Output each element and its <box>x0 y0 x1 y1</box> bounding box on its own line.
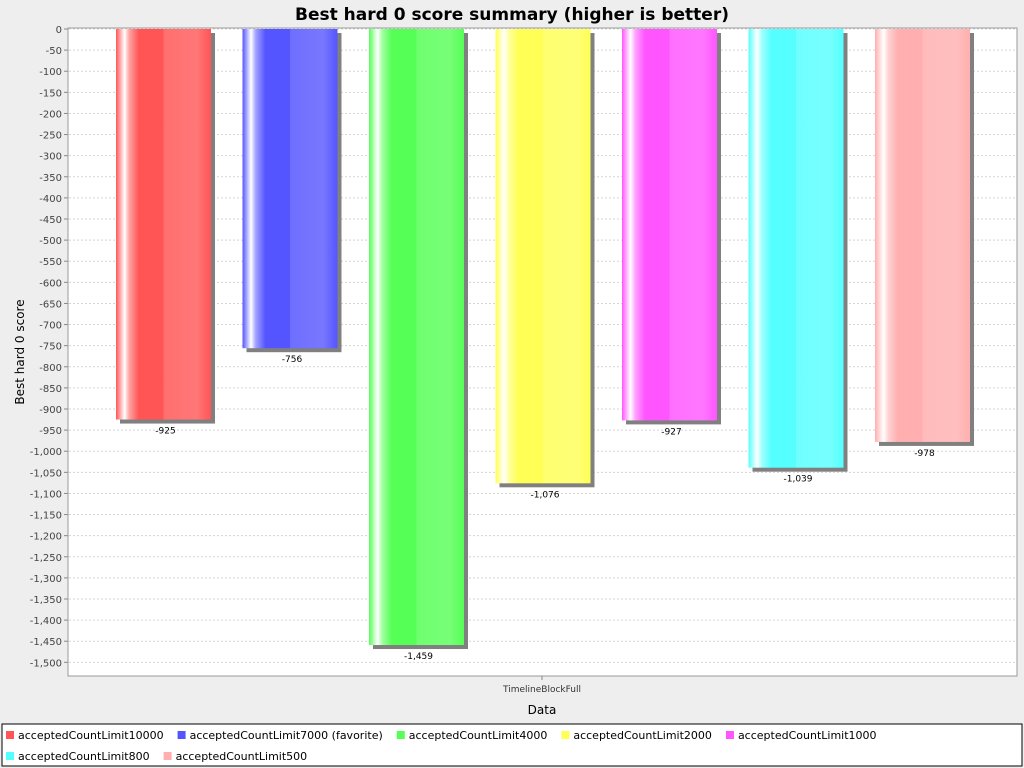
y-tick-label: -350 <box>39 173 62 184</box>
y-tick-label: -50 <box>46 46 62 57</box>
y-tick-label: -300 <box>39 152 62 163</box>
legend-label: acceptedCountLimit4000 <box>409 729 548 742</box>
y-tick-label: -1,200 <box>30 532 62 543</box>
y-tick-label: -1,100 <box>30 489 62 500</box>
y-axis-ticks: 0 -50 -100 -150 -200 -250 -300 -350 -400 -450 -500… <box>30 25 543 680</box>
data-labels: -925 -756 -1,459 -1,076 -927 -1,039 -978 <box>155 355 935 662</box>
data-label: -1,039 <box>783 475 812 485</box>
y-tick-label: -1,450 <box>30 637 62 648</box>
legend-label: acceptedCountLimit500 <box>176 750 308 763</box>
y-tick-label: -1,050 <box>30 468 62 479</box>
y-tick-label: -600 <box>39 278 62 289</box>
chart-title: Best hard 0 score summary (higher is bet… <box>295 5 729 25</box>
legend-label: acceptedCountLimit10000 <box>18 729 164 742</box>
bar-acceptedCountLimit7000 <box>242 29 338 349</box>
bars <box>116 29 970 646</box>
y-tick-label: -500 <box>39 236 62 247</box>
bar-acceptedCountLimit1000 <box>622 29 717 421</box>
bar-acceptedCountLimit4000 <box>369 29 464 646</box>
x-axis-label: Data <box>528 703 557 717</box>
legend-swatch <box>177 731 186 739</box>
y-tick-label: -1,000 <box>30 447 62 458</box>
y-tick-label: -950 <box>39 426 62 437</box>
y-tick-label: -250 <box>39 131 62 142</box>
y-tick-label: -1,400 <box>30 616 62 627</box>
y-tick-label: -1,350 <box>30 595 62 606</box>
data-label: -1,076 <box>530 490 559 500</box>
legend-swatch <box>396 731 405 739</box>
data-label: -927 <box>661 427 681 437</box>
y-tick-label: -400 <box>39 194 62 205</box>
category-label: TimelineBlockFull <box>502 685 581 695</box>
legend-swatch <box>561 731 570 739</box>
y-tick-label: -700 <box>39 321 62 332</box>
y-tick-label: -450 <box>39 215 62 226</box>
y-tick-label: -100 <box>39 67 62 78</box>
y-tick-label: 0 <box>56 25 62 36</box>
y-tick-label: -550 <box>39 257 62 268</box>
data-label: -925 <box>155 427 175 437</box>
y-tick-label: -650 <box>39 299 62 310</box>
bar-acceptedCountLimit10000 <box>116 29 211 420</box>
bar-acceptedCountLimit2000 <box>495 29 591 484</box>
y-tick-label: -900 <box>39 405 62 416</box>
bar-acceptedCountLimit500 <box>875 29 970 442</box>
legend-label: acceptedCountLimit1000 <box>738 729 877 742</box>
y-tick-label: -800 <box>39 363 62 374</box>
legend: acceptedCountLimit10000 acceptedCountLimi… <box>6 729 877 763</box>
y-tick-label: -150 <box>39 88 62 99</box>
legend-label: acceptedCountLimit7000 (favorite) <box>190 729 383 742</box>
y-tick-label: -1,300 <box>30 574 62 585</box>
y-tick-label: -750 <box>39 342 62 353</box>
data-label: -978 <box>914 449 935 459</box>
y-tick-label: -1,150 <box>30 511 62 522</box>
legend-label: acceptedCountLimit800 <box>18 750 150 763</box>
y-tick-label: -1,250 <box>30 553 62 564</box>
y-tick-label: -200 <box>39 109 62 120</box>
data-label: -756 <box>282 355 303 365</box>
y-tick-label: -1,500 <box>30 658 62 669</box>
legend-label: acceptedCountLimit2000 <box>573 729 712 742</box>
data-label: -1,459 <box>404 652 433 662</box>
bar-acceptedCountLimit800 <box>748 29 844 468</box>
legend-swatch <box>163 752 172 760</box>
legend-box <box>1 723 1023 767</box>
legend-swatch <box>725 731 734 739</box>
legend-swatch <box>6 752 14 760</box>
y-axis-label: Best hard 0 score <box>13 299 27 404</box>
y-tick-label: -850 <box>39 384 62 395</box>
legend-swatch <box>6 731 14 739</box>
